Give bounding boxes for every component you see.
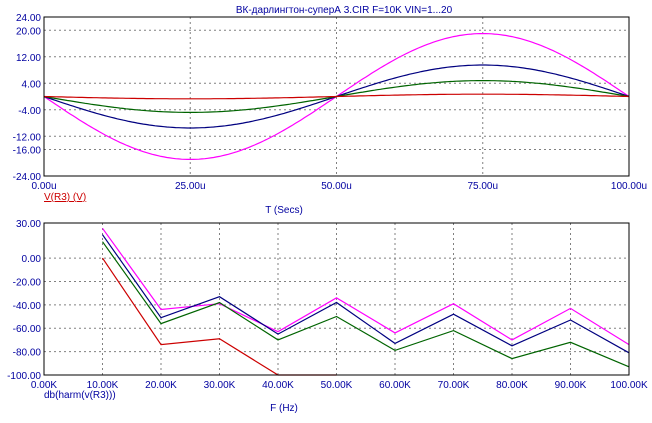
time-x-tick-label: 0.00u <box>31 181 56 192</box>
spectrum-series-2-line <box>102 241 630 368</box>
time-plot-y-ticks: 24.00 20.00 12.00 4.00 -4.00 -12.00 -16.00 -24.… <box>13 13 42 183</box>
spectrum-plot: 30.00 0.00 -20.00 -40.00 -60.00 -80.00 -100.00… <box>7 219 648 414</box>
spectrum-y-tick-label: -100.00 <box>7 371 41 382</box>
spectrum-y-tick-label: -40.00 <box>13 301 42 312</box>
spectrum-x-tick-label: 50.00K <box>321 380 353 391</box>
spectrum-x-tick-label: 80.00K <box>496 380 528 391</box>
spectrum-y-tick-label: 0.00 <box>22 254 42 265</box>
spectrum-y-tick-label: -60.00 <box>13 324 42 335</box>
time-plot-x-ticks: 0.00u 25.00u 50.00u 75.00u 100.00u <box>31 181 647 192</box>
time-y-tick-label: -12.00 <box>13 132 42 143</box>
time-plot-traces <box>43 32 630 160</box>
spectrum-plot-x-ticks: 0.00K 10.00K 20.00K 30.00K 40.00K 50.00K 60.00… <box>31 380 648 391</box>
spectrum-plot-x-axis-label: F (Hz) <box>270 403 298 414</box>
time-domain-plot: 24.00 20.00 12.00 4.00 -4.00 -12.00 -16.00 -24.… <box>13 13 647 216</box>
time-y-tick-label: 4.00 <box>22 79 42 90</box>
spectrum-plot-grid <box>43 222 630 376</box>
spectrum-plot-frame <box>43 222 630 376</box>
time-x-tick-label: 50.00u <box>321 181 352 192</box>
time-y-tick-label: 24.00 <box>16 13 41 24</box>
time-x-tick-label: 100.00u <box>611 181 647 192</box>
spectrum-series-1-line <box>102 234 630 354</box>
time-y-tick-label: -24.00 <box>13 172 42 183</box>
time-series-3-line <box>43 93 630 100</box>
spectrum-x-tick-label: 0.00K <box>31 380 57 391</box>
spectrum-x-tick-label: 40.00K <box>262 380 294 391</box>
spectrum-series-3-line <box>102 257 337 376</box>
time-plot-x-axis-label: T (Secs) <box>265 205 303 216</box>
spectrum-y-tick-label: 30.00 <box>16 219 41 230</box>
spectrum-y-tick-label: -20.00 <box>13 277 42 288</box>
spectrum-x-tick-label: 100.00K <box>610 380 648 391</box>
spectrum-x-tick-label: 10.00K <box>87 380 119 391</box>
spectrum-plot-traces <box>102 227 630 376</box>
time-plot-frame <box>43 16 630 177</box>
spectrum-x-tick-label: 20.00K <box>145 380 177 391</box>
spectrum-series-0-line <box>102 227 630 346</box>
time-x-tick-label: 75.00u <box>467 181 498 192</box>
spectrum-x-tick-label: 60.00K <box>379 380 411 391</box>
time-y-tick-label: -4.00 <box>18 106 41 117</box>
spectrum-x-tick-label: 70.00K <box>438 380 470 391</box>
time-x-tick-label: 25.00u <box>175 181 206 192</box>
spectrum-x-tick-label: 90.00K <box>555 380 587 391</box>
time-y-tick-label: -16.00 <box>13 146 42 157</box>
time-y-tick-label: 12.00 <box>16 53 41 64</box>
window-title: ВК-дарлингтон-суперА 3.CIR F=10K VIN=1..… <box>236 5 453 16</box>
time-plot-trace-label: V(R3) (V) <box>44 192 86 203</box>
spectrum-y-tick-label: -80.00 <box>13 348 42 359</box>
spectrum-plot-y-ticks: 30.00 0.00 -20.00 -40.00 -60.00 -80.00 -100.00 <box>7 219 41 382</box>
spectrum-x-tick-label: 30.00K <box>204 380 236 391</box>
time-y-tick-label: 20.00 <box>16 26 41 37</box>
spectrum-plot-trace-label: db(harm(v(R3))) <box>44 390 116 401</box>
